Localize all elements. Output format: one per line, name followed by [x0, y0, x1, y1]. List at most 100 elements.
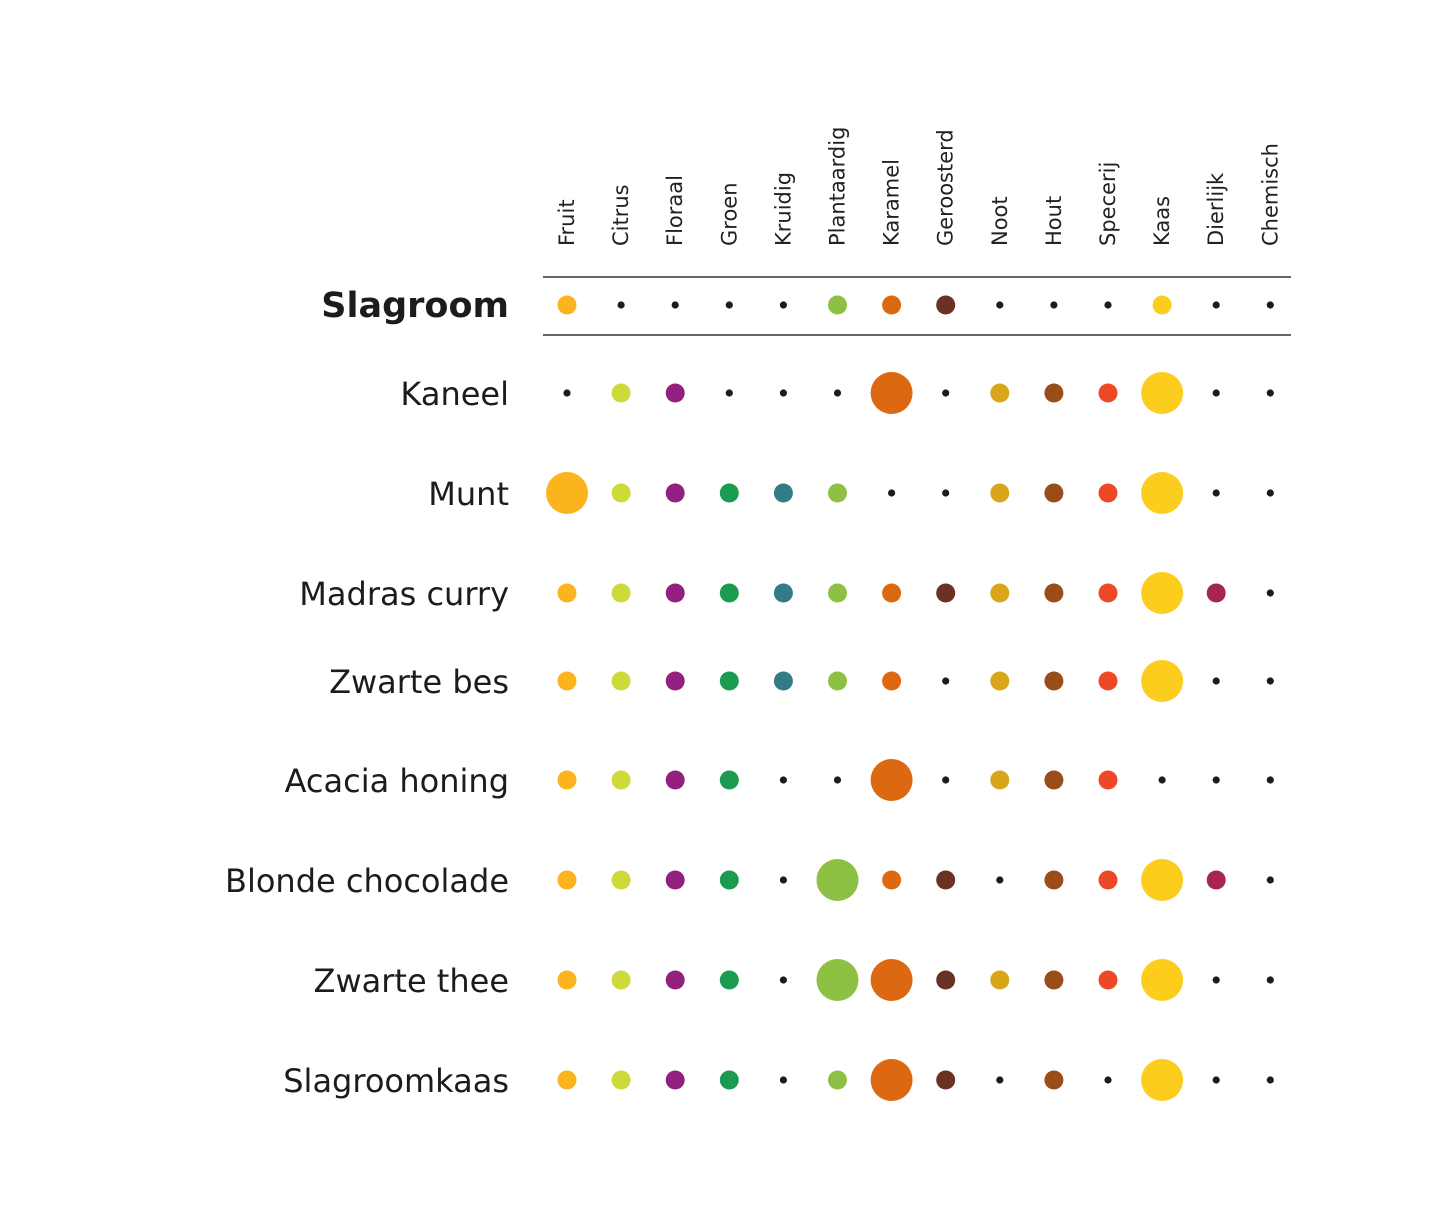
dot-slagroomkaas-specerij — [1104, 1076, 1112, 1084]
dot-madras-curry-geroosterd — [936, 583, 956, 603]
dot-slagroomkaas-hout — [1044, 1070, 1064, 1090]
dot-slagroom-chemisch — [1266, 301, 1274, 309]
column-label-kruidig: Kruidig — [771, 172, 795, 246]
dot-slagroomkaas-floraal — [665, 1070, 685, 1090]
dot-blonde-chocolade-dierlijk — [1206, 870, 1226, 890]
dot-slagroom-geroosterd — [936, 295, 956, 315]
dot-zwarte-bes-floraal — [665, 671, 685, 691]
dot-zwarte-thee-noot — [990, 970, 1010, 990]
dot-madras-curry-citrus — [611, 583, 631, 603]
dot-munt-hout — [1044, 483, 1064, 503]
dot-zwarte-bes-specerij — [1098, 671, 1118, 691]
dot-zwarte-bes-plantaardig — [828, 671, 847, 691]
dot-kaneel-karamel — [870, 372, 913, 414]
column-label-dierlijk: Dierlijk — [1204, 172, 1228, 246]
column-label-fruit: Fruit — [555, 199, 579, 246]
column-label-groen: Groen — [717, 182, 741, 246]
dot-acacia-honing-specerij — [1098, 770, 1118, 790]
dot-zwarte-thee-chemisch — [1266, 976, 1274, 984]
dot-zwarte-thee-fruit — [557, 970, 577, 990]
dots — [546, 295, 1274, 1101]
dot-munt-floraal — [665, 483, 685, 503]
dot-acacia-honing-dierlijk — [1212, 776, 1220, 784]
row-label-blonde-chocolade: Blonde chocolade — [225, 862, 509, 900]
dot-kaneel-chemisch — [1266, 389, 1274, 397]
dot-slagroomkaas-kaas — [1141, 1059, 1184, 1101]
dot-blonde-chocolade-fruit — [557, 870, 577, 890]
dot-zwarte-bes-citrus — [611, 671, 631, 691]
dot-zwarte-thee-hout — [1044, 970, 1064, 990]
dot-munt-groen — [719, 483, 739, 503]
dot-zwarte-thee-kaas — [1141, 959, 1184, 1001]
dot-kaneel-floraal — [665, 383, 685, 403]
dot-acacia-honing-noot — [990, 770, 1010, 790]
dot-zwarte-thee-specerij — [1098, 970, 1118, 990]
column-label-hout: Hout — [1042, 196, 1066, 246]
column-label-karamel: Karamel — [880, 159, 904, 246]
dot-zwarte-thee-geroosterd — [936, 970, 956, 990]
dot-madras-curry-fruit — [557, 583, 577, 603]
row-label-zwarte-thee: Zwarte thee — [314, 962, 509, 1000]
dot-zwarte-thee-groen — [719, 970, 739, 990]
dot-zwarte-thee-floraal — [665, 970, 685, 990]
dot-blonde-chocolade-specerij — [1098, 870, 1118, 890]
dot-acacia-honing-chemisch — [1266, 776, 1274, 784]
dot-munt-specerij — [1098, 483, 1118, 503]
dot-munt-dierlijk — [1212, 489, 1220, 497]
row-label-madras-curry: Madras curry — [299, 575, 509, 613]
dot-munt-plantaardig — [828, 483, 847, 503]
column-label-geroosterd: Geroosterd — [934, 129, 958, 246]
dot-slagroomkaas-fruit — [557, 1070, 577, 1090]
dot-madras-curry-noot — [990, 583, 1010, 603]
dot-slagroom-hout — [1050, 301, 1058, 309]
column-label-kaas: Kaas — [1150, 196, 1174, 246]
featured-row-label: Slagroom — [321, 286, 509, 326]
dot-zwarte-bes-hout — [1044, 671, 1064, 691]
dot-slagroom-citrus — [617, 301, 625, 309]
row-label-kaneel: Kaneel — [400, 375, 509, 413]
dot-slagroom-floraal — [671, 301, 679, 309]
dot-madras-curry-plantaardig — [828, 583, 847, 603]
dot-madras-curry-karamel — [882, 583, 902, 603]
dot-acacia-honing-citrus — [611, 770, 631, 790]
row-label-acacia-honing: Acacia honing — [285, 762, 509, 800]
dot-blonde-chocolade-plantaardig — [816, 859, 859, 901]
dot-acacia-honing-hout — [1044, 770, 1064, 790]
dot-slagroom-kruidig — [779, 301, 788, 309]
dot-blonde-chocolade-chemisch — [1266, 876, 1274, 884]
dot-madras-curry-chemisch — [1266, 589, 1274, 597]
dot-madras-curry-specerij — [1098, 583, 1118, 603]
dot-acacia-honing-groen — [719, 770, 739, 790]
dot-slagroomkaas-chemisch — [1266, 1076, 1274, 1084]
dot-zwarte-thee-dierlijk — [1212, 976, 1220, 984]
dot-zwarte-bes-chemisch — [1266, 677, 1274, 685]
dot-acacia-honing-kaas — [1158, 776, 1166, 784]
column-labels: Fruit Citrus Floraal Groen Kruidig Plantaardi… — [555, 127, 1282, 246]
dot-kaneel-kaas — [1141, 372, 1184, 414]
dot-madras-curry-kruidig — [773, 583, 793, 603]
dot-munt-chemisch — [1266, 489, 1274, 497]
dot-acacia-honing-kruidig — [779, 776, 788, 784]
dot-zwarte-bes-fruit — [557, 671, 577, 691]
dot-kaneel-hout — [1044, 383, 1064, 403]
column-label-floraal: Floraal — [663, 175, 687, 246]
dot-kaneel-plantaardig — [833, 389, 842, 397]
dot-blonde-chocolade-hout — [1044, 870, 1064, 890]
dot-slagroomkaas-dierlijk — [1212, 1076, 1220, 1084]
dot-slagroomkaas-plantaardig — [828, 1070, 847, 1090]
dot-slagroom-groen — [725, 301, 733, 309]
dot-zwarte-bes-geroosterd — [942, 677, 950, 685]
dot-slagroom-fruit — [557, 295, 577, 315]
row-label-slagroomkaas: Slagroomkaas — [283, 1062, 509, 1100]
dot-zwarte-bes-dierlijk — [1212, 677, 1220, 685]
dot-zwarte-bes-karamel — [882, 671, 902, 691]
dot-slagroom-karamel — [882, 295, 902, 315]
dot-madras-curry-hout — [1044, 583, 1064, 603]
dot-blonde-chocolade-citrus — [611, 870, 631, 890]
dot-kaneel-citrus — [611, 383, 631, 403]
dot-slagroomkaas-kruidig — [779, 1076, 788, 1084]
dot-madras-curry-kaas — [1141, 572, 1184, 614]
dot-kaneel-groen — [725, 389, 733, 397]
dot-kaneel-kruidig — [779, 389, 788, 397]
